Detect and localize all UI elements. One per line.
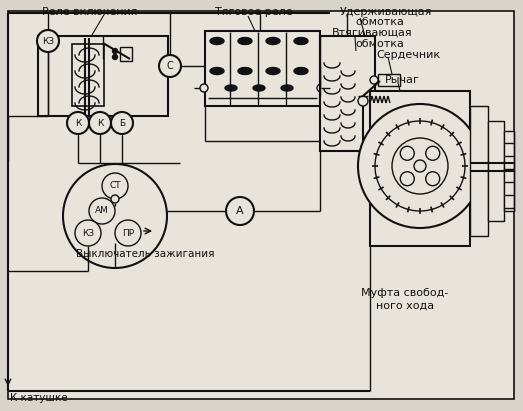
Ellipse shape [266,37,280,44]
Circle shape [112,48,118,53]
Circle shape [111,112,133,134]
Circle shape [370,76,378,84]
Circle shape [102,173,128,199]
Circle shape [317,84,325,92]
Text: Б: Б [119,118,125,127]
Circle shape [63,164,167,268]
Text: К катушке: К катушке [10,393,67,403]
Circle shape [414,160,426,172]
Circle shape [358,104,482,228]
Ellipse shape [210,67,224,74]
Bar [488,121,504,221]
Bar [38,36,168,116]
Bar [72,44,104,106]
Ellipse shape [238,67,252,74]
Bar [470,106,488,236]
Bar [320,36,375,151]
Text: Рычаг: Рычаг [385,75,420,85]
Bar [370,91,470,246]
Text: Сердечник: Сердечник [376,50,440,60]
Circle shape [111,195,119,203]
Text: обмотка: обмотка [355,17,404,27]
Text: Тяговое реле: Тяговое реле [215,7,293,17]
Text: АМ: АМ [95,206,109,215]
Circle shape [112,55,118,60]
Circle shape [426,172,440,186]
Ellipse shape [281,85,293,91]
Circle shape [115,220,141,246]
Text: Удерживающая: Удерживающая [340,7,433,17]
Text: А: А [236,206,244,216]
Circle shape [226,197,254,225]
Circle shape [392,138,448,194]
Text: Реле включения: Реле включения [42,7,138,17]
Text: ного хода: ного хода [376,301,434,311]
Circle shape [67,112,89,134]
Text: К: К [75,118,81,127]
Circle shape [200,84,208,92]
Text: КЗ: КЗ [42,37,54,46]
Ellipse shape [266,67,280,74]
Ellipse shape [294,67,308,74]
Circle shape [37,30,59,52]
Ellipse shape [225,85,237,91]
Text: С: С [167,61,174,71]
Text: Муфта свобод-: Муфта свобод- [361,288,449,298]
Circle shape [375,121,465,211]
Bar [120,47,132,61]
Ellipse shape [210,37,224,44]
Circle shape [400,172,414,186]
Text: КЗ: КЗ [82,229,94,238]
Text: К: К [97,118,103,127]
Bar [378,74,400,86]
Text: СТ: СТ [109,182,121,191]
Ellipse shape [253,85,265,91]
Text: ПР: ПР [122,229,134,238]
Bar [205,31,320,106]
Text: обмотка: обмотка [355,39,404,49]
Ellipse shape [238,37,252,44]
Circle shape [426,146,440,160]
Circle shape [159,55,181,77]
Text: Втягивающая: Втягивающая [332,28,413,38]
Circle shape [358,96,368,106]
Bar [504,131,514,211]
Circle shape [89,112,111,134]
Ellipse shape [294,37,308,44]
Text: Выключатель зажигания: Выключатель зажигания [76,249,214,259]
Circle shape [400,146,414,160]
Circle shape [89,198,115,224]
Circle shape [75,220,101,246]
